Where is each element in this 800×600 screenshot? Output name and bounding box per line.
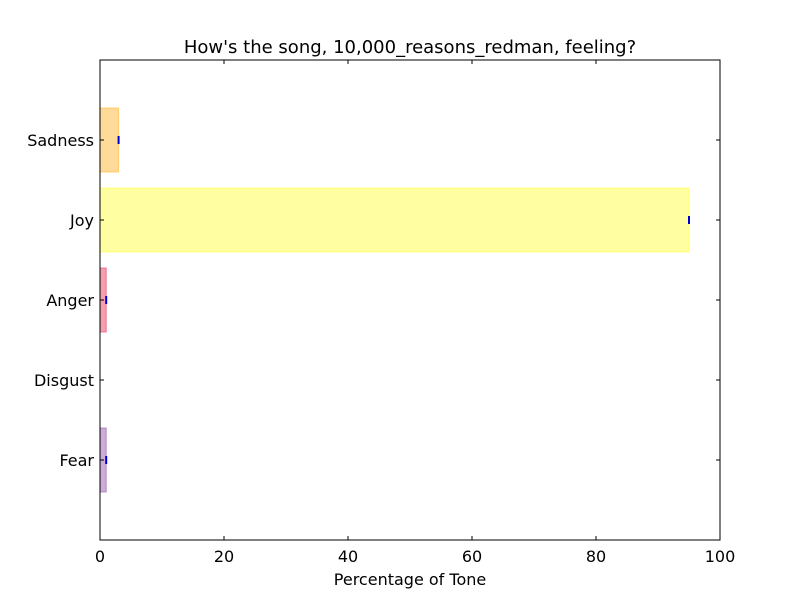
plot-area bbox=[100, 60, 720, 540]
x-tick-label: 40 bbox=[338, 547, 358, 566]
x-axis-label: Percentage of Tone bbox=[334, 570, 486, 589]
x-tick-label: 20 bbox=[214, 547, 234, 566]
markers-layer bbox=[105, 136, 690, 464]
y-axis: Fear Disgust Anger Joy Sadness bbox=[27, 131, 720, 470]
y-tick-label-joy: Joy bbox=[69, 211, 94, 230]
y-tick-label-anger: Anger bbox=[46, 291, 94, 310]
bars-layer bbox=[99, 107, 690, 493]
bar-joy bbox=[99, 187, 690, 253]
x-axis: 0 20 40 60 80 100 bbox=[95, 60, 735, 566]
x-tick-label: 80 bbox=[586, 547, 606, 566]
y-tick-label-sadness: Sadness bbox=[27, 131, 94, 150]
y-tick-label-disgust: Disgust bbox=[34, 371, 94, 390]
chart-title: How's the song, 10,000_reasons_redman, f… bbox=[184, 37, 636, 58]
x-tick-label: 60 bbox=[462, 547, 482, 566]
x-tick-label: 100 bbox=[705, 547, 736, 566]
y-tick-label-fear: Fear bbox=[59, 451, 94, 470]
x-tick-label: 0 bbox=[95, 547, 105, 566]
